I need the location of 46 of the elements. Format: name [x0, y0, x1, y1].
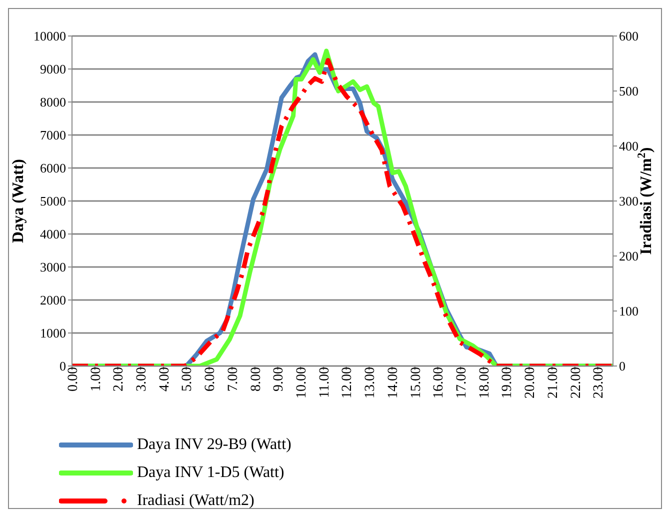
- y-tick-label: 4000: [40, 226, 66, 242]
- y-tick-label: 6000: [40, 160, 66, 176]
- x-tick-label: 1.00: [88, 367, 104, 392]
- x-tick-label: 22.00: [568, 367, 584, 398]
- x-tick-label: 0.00: [66, 367, 81, 392]
- x-tick-label: 15.00: [408, 367, 424, 398]
- x-tick-label: 4.00: [157, 367, 172, 392]
- x-tick-label: 18.00: [477, 367, 492, 398]
- x-tick-label: 10.00: [294, 367, 310, 398]
- x-tick-label: 23.00: [592, 367, 607, 398]
- x-tick-label: 7.00: [226, 367, 241, 392]
- legend-label: Iradiasi (Watt/m2): [137, 492, 254, 510]
- x-tick-label: 2.00: [112, 367, 127, 392]
- x-tick-label: 16.00: [432, 367, 447, 398]
- y2-tick-label: 300: [619, 194, 638, 209]
- x-tick-label: 3.00: [134, 367, 150, 392]
- y2-tick-label: 600: [619, 28, 638, 44]
- legend-label: Daya INV 1-D5 (Watt): [137, 464, 284, 482]
- y2-tick-label: 0: [619, 358, 626, 374]
- x-tick-label: 13.00: [363, 367, 378, 398]
- x-tick-label: 17.00: [454, 367, 470, 398]
- y-tick-label: 3000: [40, 260, 66, 275]
- x-tick-label: 9.00: [272, 367, 287, 392]
- legend-label: Daya INV 29-B9 (Watt): [137, 436, 292, 454]
- x-tick-label: 8.00: [248, 367, 264, 392]
- y-tick-label: 8000: [40, 94, 66, 110]
- x-tick-label: 19.00: [500, 367, 516, 398]
- y-tick-label: 1000: [40, 326, 66, 341]
- y-tick-label: 9000: [40, 62, 66, 77]
- y-axis-title: Daya (Watt): [10, 159, 27, 243]
- y2-tick-label: 500: [619, 84, 638, 99]
- x-tick-label: 20.00: [523, 367, 538, 398]
- x-tick-label: 21.00: [546, 367, 561, 398]
- x-tick-label: 12.00: [340, 367, 356, 398]
- y2-tick-label: 200: [619, 248, 638, 264]
- y-tick-label: 5000: [40, 194, 66, 209]
- y2-tick-label: 100: [619, 304, 638, 319]
- x-tick-label: 6.00: [203, 367, 218, 392]
- y-tick-label: 0: [60, 358, 66, 374]
- y-tick-label: 7000: [40, 128, 66, 143]
- x-tick-label: 14.00: [386, 367, 401, 398]
- x-tick-label: 11.00: [317, 367, 332, 398]
- y-tick-label: 2000: [40, 292, 66, 308]
- y-tick-label: 10000: [34, 28, 66, 44]
- x-tick-label: 5.00: [180, 367, 196, 392]
- y2-tick-label: 400: [619, 138, 638, 154]
